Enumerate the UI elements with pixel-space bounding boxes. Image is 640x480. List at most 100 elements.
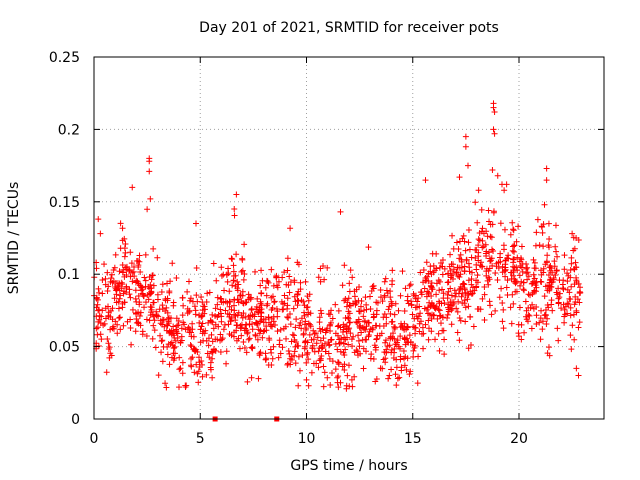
data-point [536,242,543,249]
data-point [119,225,126,232]
data-point [367,293,374,300]
data-point [546,352,553,359]
data-point [132,328,139,335]
data-point [414,380,421,387]
data-point [221,287,228,294]
data-point [101,320,108,327]
data-point [457,283,464,290]
data-point [389,335,396,342]
data-point [150,299,157,306]
data-point [396,374,403,381]
data-point [403,335,410,342]
data-point [511,248,518,255]
data-point [327,321,334,328]
data-point [406,332,413,339]
data-point [556,290,563,297]
data-point [297,279,304,286]
data-point [162,308,169,314]
data-point [164,351,171,358]
data-point [252,331,259,338]
data-point [297,286,304,293]
data-point [552,222,559,229]
data-point [145,283,152,290]
data-point [231,212,238,219]
data-point [345,315,352,322]
data-point [541,201,548,208]
data-point [292,298,299,305]
data-point [465,227,472,234]
data-point [382,337,389,344]
data-point [450,300,457,307]
data-point [530,305,537,312]
data-point [417,310,424,317]
data-point [146,317,153,324]
data-point [530,289,537,296]
data-point [382,339,389,346]
data-point [203,371,210,378]
data-point [212,321,219,328]
data-point [321,340,328,347]
data-point [125,268,132,275]
data-point [263,292,270,299]
data-point [492,270,499,277]
data-point [576,319,583,326]
data-point [494,172,501,179]
data-point [454,308,461,315]
data-point [197,326,204,333]
data-point [437,278,444,285]
data-point [196,354,203,361]
data-point [454,329,461,336]
data-point [164,295,171,302]
data-point [423,293,430,300]
data-point [445,279,452,286]
data-point [141,274,148,281]
data-point [238,268,245,275]
data-point [206,289,213,296]
data-point [499,181,505,188]
y-tick-label: 0.1 [58,267,80,283]
data-point [533,312,540,319]
data-point [241,241,248,248]
data-point [345,341,352,348]
data-point [354,348,361,355]
data-point [505,252,512,259]
data-point [445,306,452,313]
data-point [277,350,284,357]
data-point [475,187,482,194]
data-point [255,326,262,333]
data-point [286,350,293,357]
data-point [360,345,367,352]
data-point [116,295,123,302]
data-point [283,335,290,342]
data-point [508,275,515,282]
data-point [422,177,429,184]
data-point [355,318,362,325]
data-point [316,345,323,352]
data-point [551,258,558,265]
data-point [179,359,186,366]
data-point [461,268,468,275]
data-point [316,314,323,321]
data-point [245,291,252,298]
data-point [332,366,339,373]
data-point [232,283,239,290]
data-point [564,300,571,307]
data-point [158,349,165,356]
data-point [347,330,354,337]
data-point [235,299,242,306]
data-point [303,325,310,332]
data-point [293,316,300,323]
data-point [198,357,205,364]
data-point [549,307,556,314]
data-point [359,324,366,331]
data-point [269,293,276,300]
data-point [110,323,117,330]
data-point [150,322,157,329]
data-point [348,336,355,343]
data-point [376,323,383,330]
data-point [358,297,365,304]
data-point [427,268,434,275]
data-point [374,332,381,339]
data-point [284,267,291,274]
